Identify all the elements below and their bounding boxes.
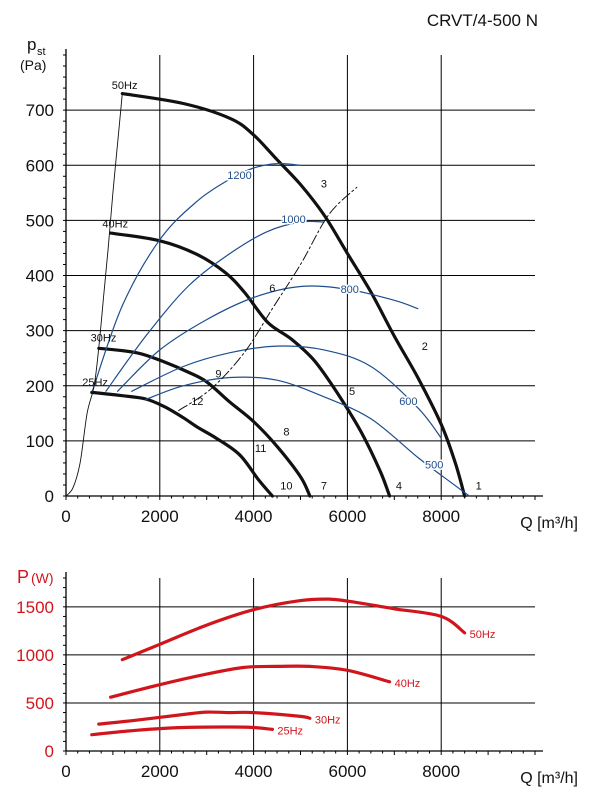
frequency-label: 25Hz [82, 377, 108, 389]
x-tick-label: 0 [61, 762, 70, 781]
operating-point-label: 10 [280, 480, 292, 492]
x-tick-label: 4000 [235, 762, 273, 781]
y-tick-label: 700 [26, 101, 54, 120]
y-tick-label: 400 [26, 267, 54, 286]
y-tick-label: 600 [26, 156, 54, 175]
operating-point-label: 8 [283, 426, 289, 438]
iso-power-curve-1000 [105, 220, 325, 392]
y-axis-label-symbol: p [27, 35, 36, 54]
operating-point-label: 1 [476, 480, 482, 492]
y-axis-label-symbol: P [17, 567, 29, 587]
pressure-curve-30hz [97, 346, 312, 498]
y-axis-label-unit: (W) [31, 570, 54, 586]
x-axis-label: Q [m³/h] [520, 770, 578, 787]
iso-power-curve-1200 [91, 162, 302, 392]
operating-point-label: 3 [321, 178, 327, 190]
y-tick-label: 0 [45, 487, 54, 506]
y-axis-label-subscript: st [37, 46, 46, 58]
y-tick-label: 500 [26, 694, 54, 713]
iso-power-curve-800 [117, 285, 419, 392]
power-curve-50hz [120, 597, 467, 662]
x-tick-label: 6000 [328, 762, 366, 781]
operating-point-label: 11 [255, 443, 266, 455]
iso-curve-label: 1000 [281, 214, 305, 226]
iso-power-curve-500 [145, 376, 470, 497]
x-tick-label: 8000 [422, 507, 460, 526]
y-tick-label: 100 [26, 432, 54, 451]
operating-point-label: 6 [269, 283, 275, 295]
y-tick-label: 500 [26, 211, 54, 230]
iso-curve-label: 1200 [227, 170, 251, 182]
iso-curve-label: 800 [341, 284, 359, 296]
x-tick-label: 6000 [328, 507, 366, 526]
y-tick-label: 1500 [16, 598, 54, 617]
iso-power-curve-600 [131, 345, 442, 439]
operating-point-label: 5 [349, 386, 355, 398]
y-tick-label: 1000 [16, 646, 54, 665]
x-tick-label: 2000 [141, 762, 179, 781]
y-axis-label-unit: (Pa) [20, 57, 46, 73]
power-curve-25hz [90, 725, 274, 737]
model-title: CRVT/4-500 N [427, 11, 538, 30]
x-tick-label: 8000 [422, 762, 460, 781]
operating-point-label: 12 [191, 396, 203, 408]
power-curve-label: 25Hz [277, 725, 303, 737]
pressure-curve-40hz [109, 231, 392, 498]
iso-curve-label: 500 [425, 459, 443, 471]
operating-point-label: 4 [396, 480, 402, 492]
pressure-curve-50hz [120, 92, 467, 498]
start-boundary-curve [65, 93, 123, 497]
operating-point-label: 9 [215, 368, 221, 380]
y-tick-label: 200 [26, 377, 54, 396]
pressure-curve-25hz [90, 390, 274, 498]
operating-point-label: 2 [422, 341, 428, 353]
x-tick-label: 2000 [141, 507, 179, 526]
power-curve-30hz [97, 710, 312, 726]
x-axis-label: Q [m³/h] [520, 515, 578, 532]
y-tick-label: 300 [26, 322, 54, 341]
y-tick-label: 0 [45, 742, 54, 761]
operating-point-label: 7 [321, 480, 327, 492]
frequency-label: 40Hz [102, 219, 128, 231]
frequency-label: 30Hz [91, 333, 117, 345]
x-tick-label: 0 [61, 507, 70, 526]
power-chart: 0 2000 4000 6000 8000 0 500 1000 1500 P (W) Q [m³/h… [16, 567, 578, 787]
power-curve-label: 50Hz [470, 629, 496, 641]
pressure-chart: 0 2000 4000 6000 8000 0 100 200 300 400 500 600 700 p… [20, 35, 578, 532]
power-curve-label: 30Hz [315, 714, 341, 726]
system-curve-dashed [178, 186, 358, 412]
power-curve-40hz [109, 664, 392, 699]
frequency-label: 50Hz [112, 80, 138, 92]
iso-curve-label: 600 [399, 396, 417, 408]
power-curve-label: 40Hz [395, 678, 421, 690]
x-tick-label: 4000 [235, 507, 273, 526]
